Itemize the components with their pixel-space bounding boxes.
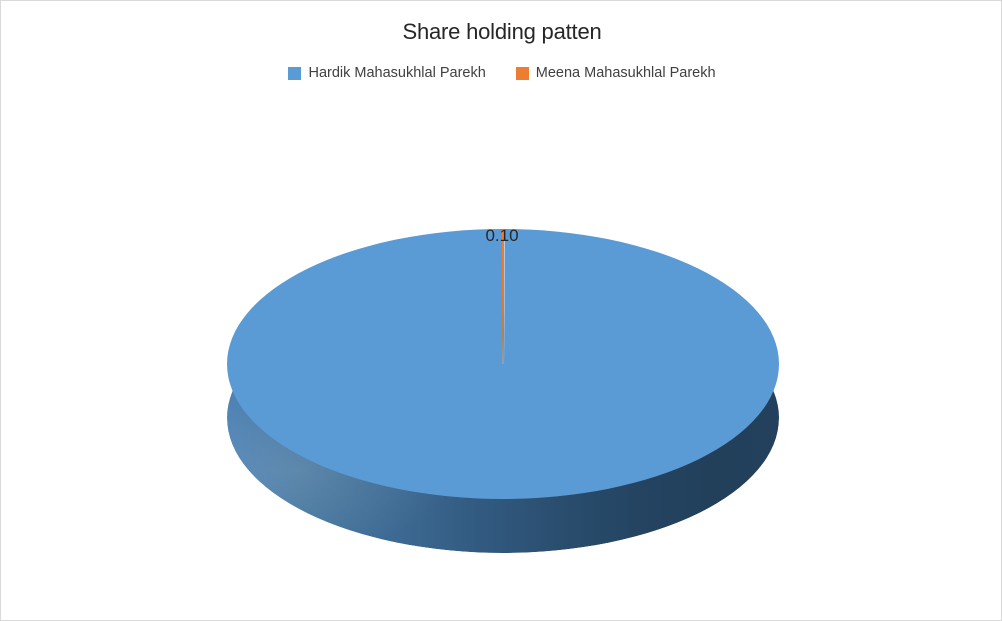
chart-legend: Hardik Mahasukhlal Parekh Meena Mahasukh… xyxy=(1,65,1001,82)
chart-title: Share holding patten xyxy=(402,19,602,44)
pie-top-face[interactable] xyxy=(227,229,779,499)
plot-area: 0.10 99.90 xyxy=(1,96,1001,620)
legend-label-hardik: Hardik Mahasukhlal Parekh xyxy=(308,65,486,81)
data-label-meena: 0.10 xyxy=(485,226,519,245)
legend-entry-hardik[interactable]: Hardik Mahasukhlal Parekh xyxy=(288,65,486,82)
legend-swatch-icon xyxy=(515,67,529,80)
legend-label-meena: Meena Mahasukhlal Parekh xyxy=(535,65,716,81)
legend-swatch-icon xyxy=(288,67,302,80)
legend-entry-meena[interactable]: Meena Mahasukhlal Parekh xyxy=(515,65,716,82)
pie-slice-meena[interactable] xyxy=(502,229,505,364)
